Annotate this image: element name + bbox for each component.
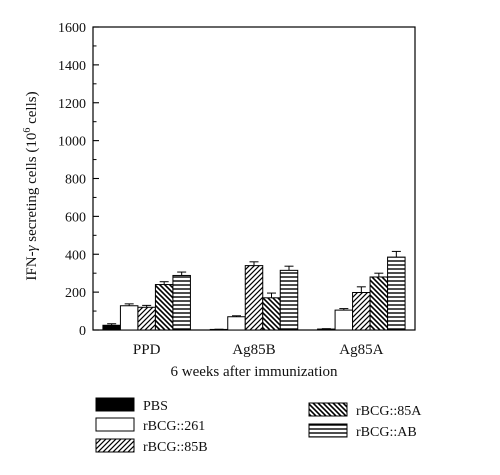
legend-swatch: [95, 417, 135, 432]
x-axis-title: 6 weeks after immunization: [170, 364, 338, 380]
legend-swatch: [95, 397, 135, 412]
legend-label: rBCG::85B: [143, 440, 208, 455]
x-tick-label: Ag85A: [339, 342, 383, 358]
bar: [317, 328, 336, 331]
legend-swatch: [308, 402, 348, 417]
bar: [279, 269, 299, 331]
legend-swatch: [95, 438, 135, 453]
legend-swatch: [308, 423, 348, 438]
x-tick-label: Ag85B: [232, 342, 275, 358]
bar: [119, 305, 139, 331]
bar: [227, 316, 246, 331]
bar: [154, 284, 174, 331]
y-tick-label: 1000: [58, 135, 86, 150]
legend-label: PBS: [143, 399, 168, 414]
y-tick-label: 1200: [58, 97, 86, 112]
x-tick-label: PPD: [133, 342, 161, 358]
bar: [262, 297, 281, 331]
bar: [137, 306, 156, 331]
legend-label: rBCG::85A: [356, 404, 422, 419]
bar: [387, 256, 406, 331]
y-axis-title: IFN-γ secreting cells (106 cells): [22, 91, 40, 280]
bar: [244, 265, 264, 331]
bar: [334, 309, 354, 331]
bar: [102, 324, 121, 331]
y-tick-label: 400: [65, 248, 86, 263]
legend-label: rBCG::261: [143, 419, 205, 434]
bar: [369, 276, 389, 331]
bar: [352, 292, 371, 331]
y-tick-label: 800: [65, 173, 86, 188]
bars: [102, 250, 406, 331]
axis-labels: 0 200 400 600 800 1000 1200 1400 1600 PPD Ag85B Ag8…: [58, 21, 384, 358]
legend-label: rBCG::AB: [356, 425, 417, 440]
y-tick-label: 0: [79, 324, 86, 339]
bar: [172, 274, 191, 331]
y-tick-label: 200: [65, 286, 86, 301]
y-tick-label: 1600: [58, 21, 86, 36]
y-tick-label: 1400: [58, 59, 86, 74]
y-tick-label: 600: [65, 210, 86, 225]
